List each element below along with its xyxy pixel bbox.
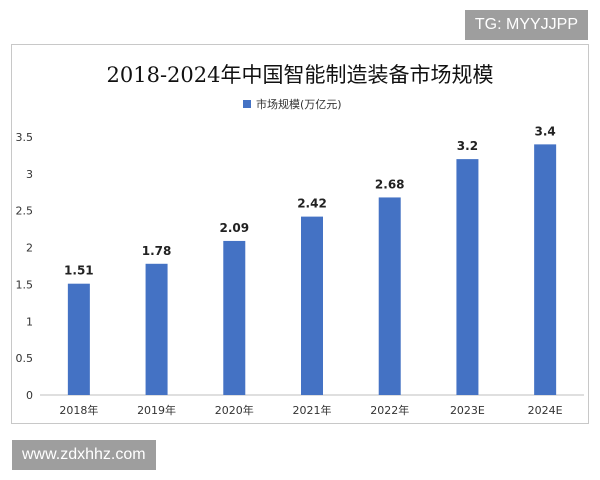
bar-value-label: 1.51 bbox=[64, 264, 94, 278]
chart-title: 2018-2024年中国智能制造装备市场规模 bbox=[107, 63, 494, 87]
x-tick-label: 2021年 bbox=[293, 403, 332, 417]
x-tick-label: 2020年 bbox=[215, 403, 254, 417]
y-tick-label: 3 bbox=[26, 168, 33, 181]
bar bbox=[223, 240, 246, 395]
bar bbox=[145, 263, 168, 395]
y-tick-label: 2 bbox=[26, 242, 33, 255]
x-tick-label: 2024E bbox=[528, 404, 563, 417]
y-tick-label: 2.5 bbox=[16, 205, 34, 218]
watermark-top: TG: MYYJJPP bbox=[464, 10, 588, 40]
bars: 1.51 1.78 2.09 2.42 2.68 3.2 3.4 bbox=[64, 124, 557, 395]
bar bbox=[534, 144, 557, 395]
y-axis: 0 0.5 1 1.5 2 2.5 3 3.5 bbox=[16, 131, 34, 402]
watermark-bottom: www.zdxhhz.com bbox=[12, 440, 156, 470]
bar bbox=[67, 283, 90, 395]
chart-frame bbox=[11, 44, 589, 424]
bar-value-label: 3.4 bbox=[535, 124, 556, 138]
x-tick-label: 2023E bbox=[450, 404, 485, 417]
chart-legend: 市场规模(万亿元) bbox=[243, 97, 342, 111]
bar bbox=[456, 159, 479, 395]
y-tick-label: 1.5 bbox=[16, 278, 34, 291]
bar bbox=[378, 197, 401, 395]
legend-label: 市场规模(万亿元) bbox=[256, 97, 342, 111]
bar-value-label: 2.68 bbox=[375, 177, 405, 191]
bar-value-label: 3.2 bbox=[457, 139, 478, 153]
bar bbox=[301, 216, 323, 395]
bar-value-label: 2.09 bbox=[219, 221, 249, 235]
y-tick-label: 0.5 bbox=[16, 352, 34, 365]
y-tick-label: 1 bbox=[26, 315, 33, 328]
x-tick-label: 2022年 bbox=[370, 403, 409, 417]
y-tick-label: 0 bbox=[26, 389, 33, 402]
x-tick-label: 2018年 bbox=[59, 403, 98, 417]
bar-value-label: 1.78 bbox=[142, 244, 172, 258]
x-axis: 2018年 2019年 2020年 2021年 2022年 2023E 2024E bbox=[59, 403, 562, 417]
legend-swatch bbox=[243, 100, 251, 108]
y-tick-label: 3.5 bbox=[16, 131, 34, 144]
bar-value-label: 2.42 bbox=[297, 197, 327, 211]
x-tick-label: 2019年 bbox=[137, 403, 176, 417]
